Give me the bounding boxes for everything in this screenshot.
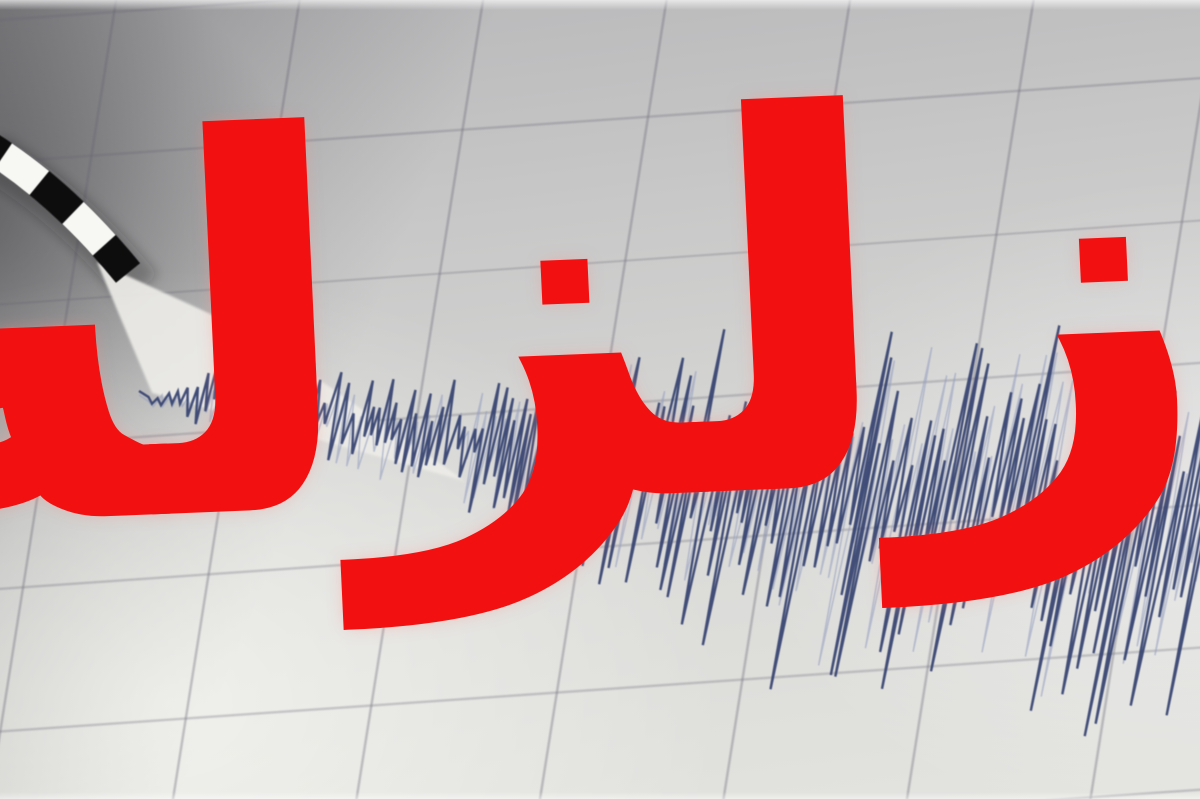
bottom-edge-highlight (0, 792, 1200, 799)
top-edge-highlight (0, 0, 1200, 10)
seismogram-trace (138, 325, 1200, 737)
seismograph-arm (0, 135, 141, 283)
headline-text: زلزله (0, 0, 1200, 647)
